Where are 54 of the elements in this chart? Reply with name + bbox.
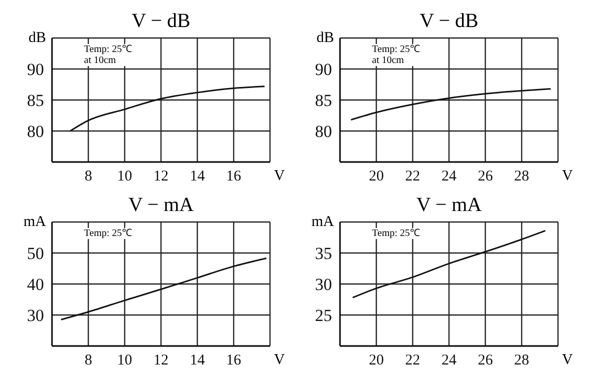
y-tick-label: 80	[315, 122, 332, 142]
x-tick-label: 12	[154, 168, 168, 185]
x-tick-label: 16	[226, 352, 242, 369]
chart-title: V − dB	[418, 9, 480, 34]
annotation: Temp: 25℃	[84, 228, 132, 239]
y-tick-label: 90	[27, 60, 44, 80]
x-tick-label: 16	[226, 168, 242, 185]
annotation: at 10cm	[84, 55, 117, 66]
line-series	[350, 88, 552, 121]
x-axis-title: V	[562, 168, 573, 185]
x-tick-label: 10	[117, 352, 132, 369]
y-tick-label: 40	[27, 275, 44, 294]
x-tick-label: 14	[190, 352, 206, 369]
x-tick-label: 24	[442, 352, 457, 369]
x-tick-label: 28	[514, 168, 530, 185]
x-tick-label: 22	[405, 168, 420, 185]
line-series	[60, 258, 268, 320]
y-tick-label: 85	[27, 91, 44, 110]
chart-title: V − dB	[130, 9, 192, 34]
y-axis-title: dB	[27, 30, 46, 47]
chart-title: V − mA	[415, 193, 483, 218]
x-tick-label: 28	[514, 352, 530, 369]
line-series	[69, 86, 266, 132]
x-tick-label: 14	[190, 168, 206, 185]
x-tick-label: 26	[478, 352, 494, 369]
x-tick-label: 20	[368, 168, 384, 185]
y-tick-label: 30	[27, 306, 44, 326]
y-axis-title: mA	[310, 214, 334, 231]
line-series	[352, 230, 546, 298]
y-axis-title: mA	[22, 214, 46, 231]
x-tick-label: 26	[478, 168, 494, 185]
chart-title: V − mA	[127, 193, 195, 218]
x-tick-label: 10	[117, 168, 132, 185]
annotation: Temp: 25℃	[372, 228, 420, 239]
y-tick-label: 90	[315, 60, 332, 80]
y-tick-label: 85	[315, 91, 332, 110]
y-tick-label: 30	[315, 275, 332, 294]
y-tick-label: 50	[27, 244, 44, 264]
y-tick-label: 25	[315, 306, 332, 326]
annotation: at 10cm	[372, 55, 405, 66]
x-tick-label: 8	[84, 352, 92, 369]
y-tick-label: 80	[27, 122, 44, 142]
x-tick-label: 8	[84, 168, 92, 185]
x-tick-label: 24	[442, 168, 457, 185]
x-axis-title: V	[274, 352, 285, 369]
x-axis-title: V	[562, 352, 573, 369]
x-tick-label: 22	[405, 352, 420, 369]
x-tick-label: 20	[368, 352, 384, 369]
x-axis-title: V	[274, 168, 285, 185]
x-tick-label: 12	[154, 352, 168, 369]
y-axis-title: dB	[315, 30, 334, 47]
annotation: Temp: 25℃	[372, 44, 420, 55]
annotation: Temp: 25℃	[84, 44, 132, 55]
y-tick-label: 35	[315, 244, 332, 264]
